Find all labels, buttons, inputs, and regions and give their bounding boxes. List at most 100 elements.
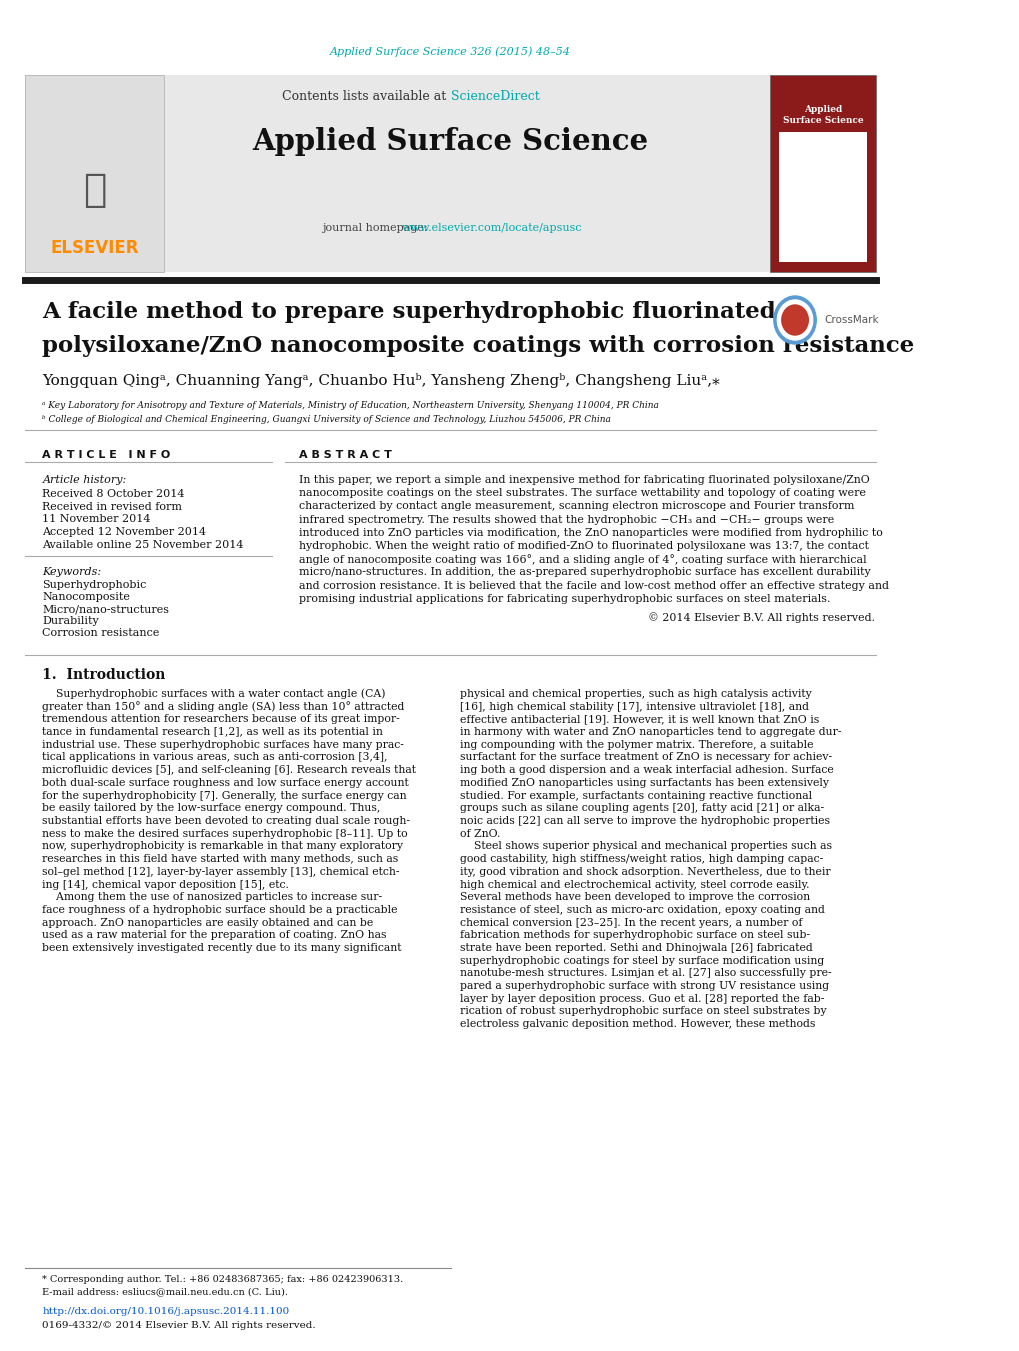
Text: both dual-scale surface roughness and low surface energy account: both dual-scale surface roughness and lo…	[43, 778, 409, 788]
Text: be easily tailored by the low-surface energy compound. Thus,: be easily tailored by the low-surface en…	[43, 804, 380, 813]
Text: modified ZnO nanoparticles using surfactants has been extensively: modified ZnO nanoparticles using surfact…	[460, 778, 828, 788]
Text: * Corresponding author. Tel.: +86 02483687365; fax: +86 02423906313.: * Corresponding author. Tel.: +86 024836…	[43, 1275, 404, 1285]
Text: in harmony with water and ZnO nanoparticles tend to aggregate dur-: in harmony with water and ZnO nanopartic…	[460, 727, 841, 738]
Text: noic acids [22] can all serve to improve the hydrophobic properties: noic acids [22] can all serve to improve…	[460, 816, 829, 825]
Text: Steel shows superior physical and mechanical properties such as: Steel shows superior physical and mechan…	[460, 842, 832, 851]
Text: ity, good vibration and shock adsorption. Nevertheless, due to their: ity, good vibration and shock adsorption…	[460, 867, 830, 877]
Text: Several methods have been developed to improve the corrosion: Several methods have been developed to i…	[460, 892, 809, 902]
Text: sol–gel method [12], layer-by-layer assembly [13], chemical etch-: sol–gel method [12], layer-by-layer asse…	[43, 867, 399, 877]
Text: superhydrophobic coatings for steel by surface modification using: superhydrophobic coatings for steel by s…	[460, 955, 823, 966]
FancyBboxPatch shape	[24, 76, 875, 272]
Text: promising industrial applications for fabricating superhydrophobic surfaces on s: promising industrial applications for fa…	[299, 594, 829, 604]
Text: Nanocomposite: Nanocomposite	[43, 592, 130, 603]
Text: hydrophobic. When the weight ratio of modified-ZnO to fluorinated polysiloxane w: hydrophobic. When the weight ratio of mo…	[299, 540, 868, 551]
Text: face roughness of a hydrophobic surface should be a practicable: face roughness of a hydrophobic surface …	[43, 905, 397, 915]
Text: fabrication methods for superhydrophobic surface on steel sub-: fabrication methods for superhydrophobic…	[460, 931, 809, 940]
Text: industrial use. These superhydrophobic surfaces have many prac-: industrial use. These superhydrophobic s…	[43, 740, 404, 750]
Text: now, superhydrophobicity is remarkable in that many exploratory: now, superhydrophobicity is remarkable i…	[43, 842, 403, 851]
Text: Applied Surface Science 326 (2015) 48–54: Applied Surface Science 326 (2015) 48–54	[330, 47, 571, 57]
Text: [16], high chemical stability [17], intensive ultraviolet [18], and: [16], high chemical stability [17], inte…	[460, 701, 808, 712]
Text: Among them the use of nanosized particles to increase sur-: Among them the use of nanosized particle…	[43, 892, 382, 902]
Text: electroless galvanic deposition method. However, these methods: electroless galvanic deposition method. …	[460, 1019, 815, 1029]
Circle shape	[781, 305, 807, 335]
Text: microfluidic devices [5], and self-cleaning [6]. Research reveals that: microfluidic devices [5], and self-clean…	[43, 765, 416, 775]
Circle shape	[776, 300, 812, 340]
Text: surfactant for the surface treatment of ZnO is necessary for achiev-: surfactant for the surface treatment of …	[460, 753, 832, 762]
Text: researches in this field have started with many methods, such as: researches in this field have started wi…	[43, 854, 398, 865]
Text: studied. For example, surfactants containing reactive functional: studied. For example, surfactants contai…	[460, 790, 811, 801]
Text: http://dx.doi.org/10.1016/j.apsusc.2014.11.100: http://dx.doi.org/10.1016/j.apsusc.2014.…	[43, 1308, 289, 1316]
Text: chemical conversion [23–25]. In the recent years, a number of: chemical conversion [23–25]. In the rece…	[460, 917, 802, 928]
Text: A facile method to prepare superhydrophobic fluorinated: A facile method to prepare superhydropho…	[43, 301, 775, 323]
Text: Superhydrophobic surfaces with a water contact angle (CA): Superhydrophobic surfaces with a water c…	[43, 689, 385, 700]
Text: layer by layer deposition process. Guo et al. [28] reported the fab-: layer by layer deposition process. Guo e…	[460, 994, 823, 1004]
Text: A B S T R A C T: A B S T R A C T	[299, 450, 391, 459]
Text: been extensively investigated recently due to its many significant: been extensively investigated recently d…	[43, 943, 401, 952]
Text: www.elsevier.com/locate/apsusc: www.elsevier.com/locate/apsusc	[401, 223, 582, 232]
Text: tical applications in various areas, such as anti-corrosion [3,4],: tical applications in various areas, suc…	[43, 753, 387, 762]
Text: nanotube-mesh structures. Lsimjan et al. [27] also successfully pre-: nanotube-mesh structures. Lsimjan et al.…	[460, 969, 832, 978]
Text: greater than 150° and a sliding angle (SA) less than 10° attracted: greater than 150° and a sliding angle (S…	[43, 701, 405, 712]
Text: A R T I C L E   I N F O: A R T I C L E I N F O	[43, 450, 170, 459]
Circle shape	[773, 296, 815, 345]
Text: journal homepage:: journal homepage:	[322, 223, 431, 232]
Text: 1.  Introduction: 1. Introduction	[43, 667, 166, 682]
Text: substantial efforts have been devoted to creating dual scale rough-: substantial efforts have been devoted to…	[43, 816, 410, 825]
Text: Applied Surface Science: Applied Surface Science	[253, 127, 648, 157]
Text: In this paper, we report a simple and inexpensive method for fabricating fluorin: In this paper, we report a simple and in…	[299, 476, 868, 485]
Text: Applied
Surface Science: Applied Surface Science	[783, 105, 863, 124]
Text: Superhydrophobic: Superhydrophobic	[43, 580, 147, 590]
Text: approach. ZnO nanoparticles are easily obtained and can be: approach. ZnO nanoparticles are easily o…	[43, 917, 373, 928]
Text: Accepted 12 November 2014: Accepted 12 November 2014	[43, 527, 206, 536]
Text: groups such as silane coupling agents [20], fatty acid [21] or alka-: groups such as silane coupling agents [2…	[460, 804, 823, 813]
Text: high chemical and electrochemical activity, steel corrode easily.: high chemical and electrochemical activi…	[460, 880, 809, 889]
Text: © 2014 Elsevier B.V. All rights reserved.: © 2014 Elsevier B.V. All rights reserved…	[647, 612, 873, 623]
Text: pared a superhydrophobic surface with strong UV resistance using: pared a superhydrophobic surface with st…	[460, 981, 828, 992]
Text: Yongquan Qingᵃ, Chuanning Yangᵃ, Chuanbo Huᵇ, Yansheng Zhengᵇ, Changsheng Liuᵃ,⁎: Yongquan Qingᵃ, Chuanning Yangᵃ, Chuanbo…	[43, 373, 719, 388]
Text: used as a raw material for the preparation of coating. ZnO has: used as a raw material for the preparati…	[43, 931, 386, 940]
Text: micro/nano-structures. In addition, the as-prepared superhydrophobic surface has: micro/nano-structures. In addition, the …	[299, 567, 869, 577]
Text: tremendous attention for researchers because of its great impor-: tremendous attention for researchers bec…	[43, 715, 399, 724]
Text: ScienceDirect: ScienceDirect	[450, 91, 539, 104]
Text: CrossMark: CrossMark	[823, 315, 878, 326]
Text: introduced into ZnO particles via modification, the ZnO nanoparticles were modif: introduced into ZnO particles via modifi…	[299, 528, 881, 538]
Text: resistance of steel, such as micro-arc oxidation, epoxy coating and: resistance of steel, such as micro-arc o…	[460, 905, 824, 915]
Text: tance in fundamental research [1,2], as well as its potential in: tance in fundamental research [1,2], as …	[43, 727, 383, 738]
Text: ELSEVIER: ELSEVIER	[50, 239, 139, 257]
Text: good castability, high stiffness/weight ratios, high damping capac-: good castability, high stiffness/weight …	[460, 854, 822, 865]
Text: and corrosion resistance. It is believed that the facile and low-cost method off: and corrosion resistance. It is believed…	[299, 581, 888, 590]
Text: 11 November 2014: 11 November 2014	[43, 513, 151, 524]
Text: Corrosion resistance: Corrosion resistance	[43, 628, 160, 638]
Text: Durability: Durability	[43, 616, 99, 626]
Text: ing compounding with the polymer matrix. Therefore, a suitable: ing compounding with the polymer matrix.…	[460, 740, 813, 750]
Text: infrared spectrometry. The results showed that the hydrophobic −CH₃ and −CH₂− gr: infrared spectrometry. The results showe…	[299, 515, 833, 524]
Text: Received in revised form: Received in revised form	[43, 503, 182, 512]
FancyBboxPatch shape	[779, 132, 866, 262]
Text: rication of robust superhydrophobic surface on steel substrates by: rication of robust superhydrophobic surf…	[460, 1006, 826, 1016]
Text: 🌳: 🌳	[83, 172, 106, 209]
FancyBboxPatch shape	[769, 76, 875, 272]
Text: effective antibacterial [19]. However, it is well known that ZnO is: effective antibacterial [19]. However, i…	[460, 715, 818, 724]
Text: for the superhydrophobicity [7]. Generally, the surface energy can: for the superhydrophobicity [7]. General…	[43, 790, 407, 801]
Text: nanocomposite coatings on the steel substrates. The surface wettability and topo: nanocomposite coatings on the steel subs…	[299, 488, 865, 499]
Text: Contents lists available at: Contents lists available at	[282, 91, 450, 104]
Text: angle of nanocomposite coating was 166°, and a sliding angle of 4°, coating surf: angle of nanocomposite coating was 166°,…	[299, 554, 865, 565]
Text: ness to make the desired surfaces superhydrophobic [8–11]. Up to: ness to make the desired surfaces superh…	[43, 828, 408, 839]
Text: E-mail address: esliucs@mail.neu.edu.cn (C. Liu).: E-mail address: esliucs@mail.neu.edu.cn …	[43, 1288, 288, 1297]
Text: ing [14], chemical vapor deposition [15], etc.: ing [14], chemical vapor deposition [15]…	[43, 880, 289, 889]
Text: ᵇ College of Biological and Chemical Engineering, Guangxi University of Science : ᵇ College of Biological and Chemical Eng…	[43, 415, 610, 423]
Text: Micro/nano-structures: Micro/nano-structures	[43, 604, 169, 613]
Text: polysiloxane/ZnO nanocomposite coatings with corrosion resistance: polysiloxane/ZnO nanocomposite coatings …	[43, 335, 914, 357]
Text: of ZnO.: of ZnO.	[460, 828, 500, 839]
Text: characterized by contact angle measurement, scanning electron microscope and Fou: characterized by contact angle measureme…	[299, 501, 853, 512]
Text: physical and chemical properties, such as high catalysis activity: physical and chemical properties, such a…	[460, 689, 811, 698]
Text: Available online 25 November 2014: Available online 25 November 2014	[43, 540, 244, 550]
Text: Received 8 October 2014: Received 8 October 2014	[43, 489, 184, 499]
FancyBboxPatch shape	[24, 76, 164, 272]
Text: Keywords:: Keywords:	[43, 567, 102, 577]
Text: ᵃ Key Laboratory for Anisotropy and Texture of Materials, Ministry of Education,: ᵃ Key Laboratory for Anisotropy and Text…	[43, 401, 658, 411]
Text: 0169-4332/© 2014 Elsevier B.V. All rights reserved.: 0169-4332/© 2014 Elsevier B.V. All right…	[43, 1321, 316, 1331]
Text: strate have been reported. Sethi and Dhinojwala [26] fabricated: strate have been reported. Sethi and Dhi…	[460, 943, 812, 952]
Text: Article history:: Article history:	[43, 476, 126, 485]
Text: ing both a good dispersion and a weak interfacial adhesion. Surface: ing both a good dispersion and a weak in…	[460, 765, 834, 775]
